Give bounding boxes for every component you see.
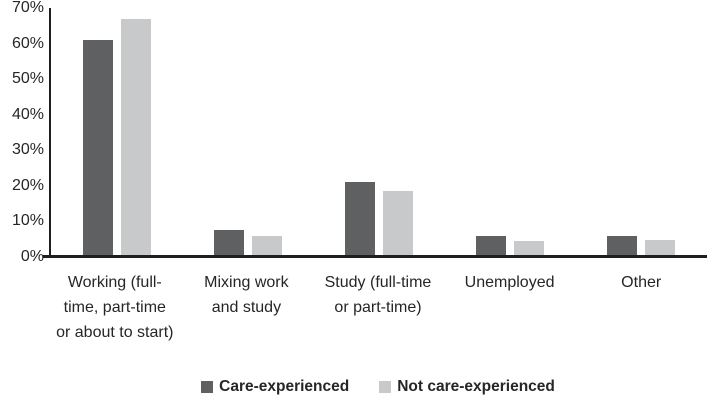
- x-axis-category-label: Working (full-time, part-time or about t…: [49, 270, 181, 345]
- bar-group: [182, 8, 313, 257]
- plot-area: [49, 8, 707, 257]
- bar-group: [576, 8, 707, 257]
- x-axis-category-label: Mixing work and study: [181, 270, 313, 320]
- bar-not-care-experienced: [251, 235, 282, 257]
- x-axis-category-text: Working (full-time, part-time or about t…: [56, 274, 174, 341]
- bar-care-experienced: [82, 40, 113, 257]
- y-tick-label: 0%: [20, 248, 44, 265]
- legend: Care-experienced Not care-experienced: [49, 378, 707, 396]
- bar-group: [313, 8, 444, 257]
- x-axis-category-label: Other: [575, 270, 707, 295]
- legend-label: Care-experienced: [219, 378, 350, 395]
- x-axis-category-text: Study (full-time or part-time): [324, 274, 432, 316]
- bar-group: [445, 8, 576, 257]
- bar-not-care-experienced: [120, 18, 151, 257]
- bar-care-experienced: [607, 235, 638, 257]
- y-tick-label: 70%: [11, 0, 44, 16]
- legend-item: Care-experienced: [201, 378, 349, 396]
- bar-not-care-experienced: [383, 191, 413, 257]
- y-tick-label: 60%: [11, 34, 44, 52]
- y-tick-label: 20%: [11, 176, 44, 194]
- bar-care-experienced: [213, 230, 244, 257]
- y-tick-label: 30%: [11, 141, 44, 159]
- bar-not-care-experienced: [645, 239, 676, 257]
- x-axis-category-text: Other: [621, 274, 662, 291]
- y-tick-label: 10%: [11, 212, 44, 230]
- bar-care-experienced: [345, 182, 375, 257]
- x-axis-category-text: Unemployed: [464, 274, 555, 291]
- bar-care-experienced: [476, 236, 507, 257]
- x-axis-category-text: Mixing work and study: [204, 274, 289, 316]
- legend-label: Not care-experienced: [397, 378, 555, 395]
- x-axis-line: [43, 255, 707, 258]
- legend-item: Not care-experienced: [379, 378, 555, 396]
- y-tick-label: 40%: [11, 105, 44, 123]
- y-tick-label: 50%: [11, 70, 44, 88]
- bar-not-care-experienced: [514, 241, 545, 257]
- x-axis-category-label: Study (full-time or part-time): [312, 270, 444, 320]
- bar-group: [51, 8, 182, 257]
- legend-swatch-icon: [379, 381, 392, 393]
- legend-swatch-icon: [201, 381, 214, 393]
- x-axis-category-label: Unemployed: [444, 270, 576, 295]
